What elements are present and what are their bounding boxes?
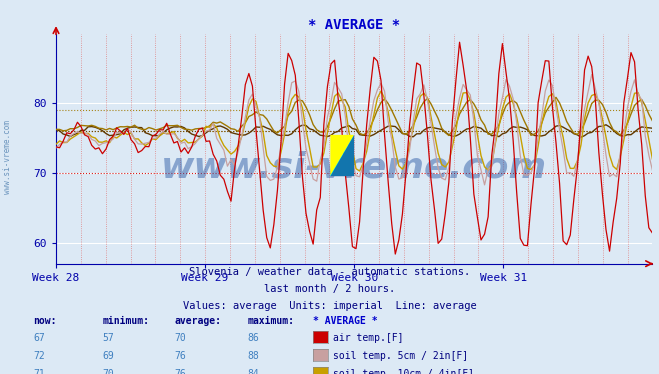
Text: now:: now: — [33, 316, 57, 325]
Polygon shape — [330, 135, 355, 176]
Text: soil temp. 10cm / 4in[F]: soil temp. 10cm / 4in[F] — [333, 370, 474, 374]
Text: www.si-vreme.com: www.si-vreme.com — [161, 150, 547, 184]
Text: average:: average: — [175, 316, 221, 325]
Title: * AVERAGE *: * AVERAGE * — [308, 18, 400, 33]
Text: 70: 70 — [102, 370, 114, 374]
Text: 76: 76 — [175, 352, 186, 361]
Text: 84: 84 — [247, 370, 259, 374]
Text: air temp.[F]: air temp.[F] — [333, 334, 403, 343]
Polygon shape — [330, 135, 355, 176]
Text: 71: 71 — [33, 370, 45, 374]
Text: 86: 86 — [247, 334, 259, 343]
Text: Values: average  Units: imperial  Line: average: Values: average Units: imperial Line: av… — [183, 301, 476, 310]
Text: 88: 88 — [247, 352, 259, 361]
Text: soil temp. 5cm / 2in[F]: soil temp. 5cm / 2in[F] — [333, 352, 468, 361]
Text: 70: 70 — [175, 334, 186, 343]
Text: 72: 72 — [33, 352, 45, 361]
Text: 67: 67 — [33, 334, 45, 343]
Text: minimum:: minimum: — [102, 316, 149, 325]
Text: maximum:: maximum: — [247, 316, 294, 325]
Text: Slovenia / weather data - automatic stations.: Slovenia / weather data - automatic stat… — [189, 267, 470, 277]
Text: 69: 69 — [102, 352, 114, 361]
Text: 76: 76 — [175, 370, 186, 374]
Text: * AVERAGE *: * AVERAGE * — [313, 316, 378, 325]
Text: last month / 2 hours.: last month / 2 hours. — [264, 284, 395, 294]
Text: 57: 57 — [102, 334, 114, 343]
Text: www.si-vreme.com: www.si-vreme.com — [3, 120, 13, 194]
Polygon shape — [330, 135, 355, 176]
